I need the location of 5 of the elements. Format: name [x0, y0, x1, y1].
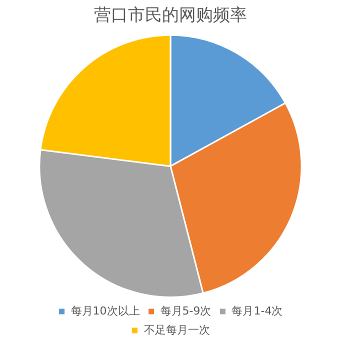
legend-label: 每月5-9次 [160, 304, 212, 318]
legend-label: 不足每月一次 [144, 323, 210, 336]
legend-label: 每月10次以上 [70, 304, 140, 318]
chart-title: 营口市民的网购频率 [94, 6, 247, 26]
legend-label: 每月1-4次 [232, 304, 283, 318]
